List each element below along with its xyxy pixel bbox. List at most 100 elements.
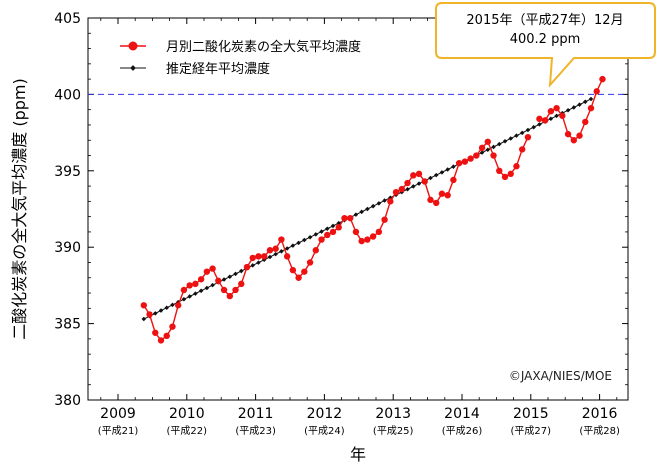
trend-point [227,274,233,279]
monthly-point [438,190,446,197]
monthly-point [364,236,371,243]
trend-point [359,209,364,215]
monthly-point [570,137,577,144]
x-tick-label-2013: 2013 [375,406,411,422]
y-tick-label-385: 385 [54,317,81,333]
x-axis: 2009 (平成21) 2010 (平成22) 2011 (平成23) 2012 (平成24)… [98,18,620,437]
x-tick-label-2010: 2010 [169,406,205,422]
monthly-point [261,253,268,260]
monthly-point [197,276,205,283]
y-tick-label-390: 390 [54,240,81,256]
monthly-point [272,245,279,252]
monthly-point [387,198,394,205]
monthly-point [455,159,463,167]
x-tick-label-2009: 2009 [100,406,136,422]
monthly-point [404,179,411,187]
legend-label-monthly: 月別二酸化炭素の全大気平均濃度 [166,39,361,55]
monthly-point [266,247,274,254]
monthly-point [564,130,572,138]
monthly-point [381,216,388,223]
monthly-point [553,104,560,112]
trend-point [313,232,319,237]
trend-point [204,285,210,291]
trend-point [485,147,491,153]
monthly-point [410,172,417,179]
monthly-point [369,233,377,240]
trend-point [267,254,273,260]
monthly-point [519,146,526,153]
monthly-point [283,253,291,260]
trend-point [221,277,227,282]
legend: 月別二酸化炭素の全大気平均濃度 推定経年平均濃度 [120,39,361,77]
monthly-point [226,292,233,300]
callout-value: 400.2 ppm [510,32,581,47]
monthly-point [215,277,222,285]
x-tick-label-2012: 2012 [307,406,343,422]
callout-box [435,2,656,88]
monthly-point [559,112,566,119]
x-era-label-2011: (平成23) [235,425,276,437]
x-tick-label-2011: 2011 [238,406,274,422]
monthly-point [576,132,583,139]
monthly-point [427,196,434,204]
monthly-point [278,236,285,243]
monthly-point [415,170,423,178]
y-tick-label-380: 380 [54,393,81,409]
monthly-point [507,170,514,178]
monthly-point [478,144,486,152]
monthly-point [186,282,193,289]
trend-point [284,246,290,251]
monthly-point [375,228,383,236]
monthly-point [335,224,342,231]
trend-point [158,308,164,313]
monthly-point [582,118,589,126]
x-era-label-2012: (平成24) [304,425,345,437]
monthly-point [461,158,469,165]
monthly-point [175,302,182,309]
plot-area [87,17,629,401]
monthly-point [146,311,153,318]
x-tick-label-2016: 2016 [582,406,618,422]
y-axis-title: 二酸化炭素の全大気平均濃度 (ppm) [10,78,29,339]
monthly-point [444,192,451,199]
trend-point [445,167,450,172]
monthly-point [541,117,549,124]
x-era-label-2013: (平成25) [373,425,414,437]
trend-point [256,260,261,265]
monthly-point [450,176,457,184]
monthly-point [249,254,256,262]
trend-point [439,170,445,175]
monthly-point [152,329,159,336]
x-tick-label-2015: 2015 [513,406,549,422]
y-axis: 380 385 390 395 400 405 [54,11,628,409]
monthly-point [341,214,348,222]
monthly-point [513,163,520,170]
x-era-label-2016: (平成28) [579,425,620,437]
trend-point [531,124,536,130]
trend-point [290,243,296,248]
monthly-point [490,152,497,159]
monthly-point [496,167,503,174]
monthly-point [524,133,532,141]
monthly-point [352,228,360,236]
trend-point [250,263,255,268]
monthly-point [295,274,302,281]
x-axis-title: 年 [350,445,366,464]
monthly-point [358,237,365,245]
trend-point [181,297,187,302]
y-tick-label-405: 405 [54,11,81,27]
trend-point [353,212,359,217]
monthly-point [347,214,354,222]
monthly-point [599,75,606,83]
x-era-label-2015: (平成27) [511,425,552,437]
monthly-point [536,115,543,123]
monthly-point [501,173,509,181]
trend-point [141,316,147,322]
trend-point [210,282,215,288]
monthly-point [180,286,188,294]
monthly-point [301,268,308,275]
trend-point [325,226,330,232]
monthly-point [312,247,319,254]
monthly-point [157,337,165,344]
